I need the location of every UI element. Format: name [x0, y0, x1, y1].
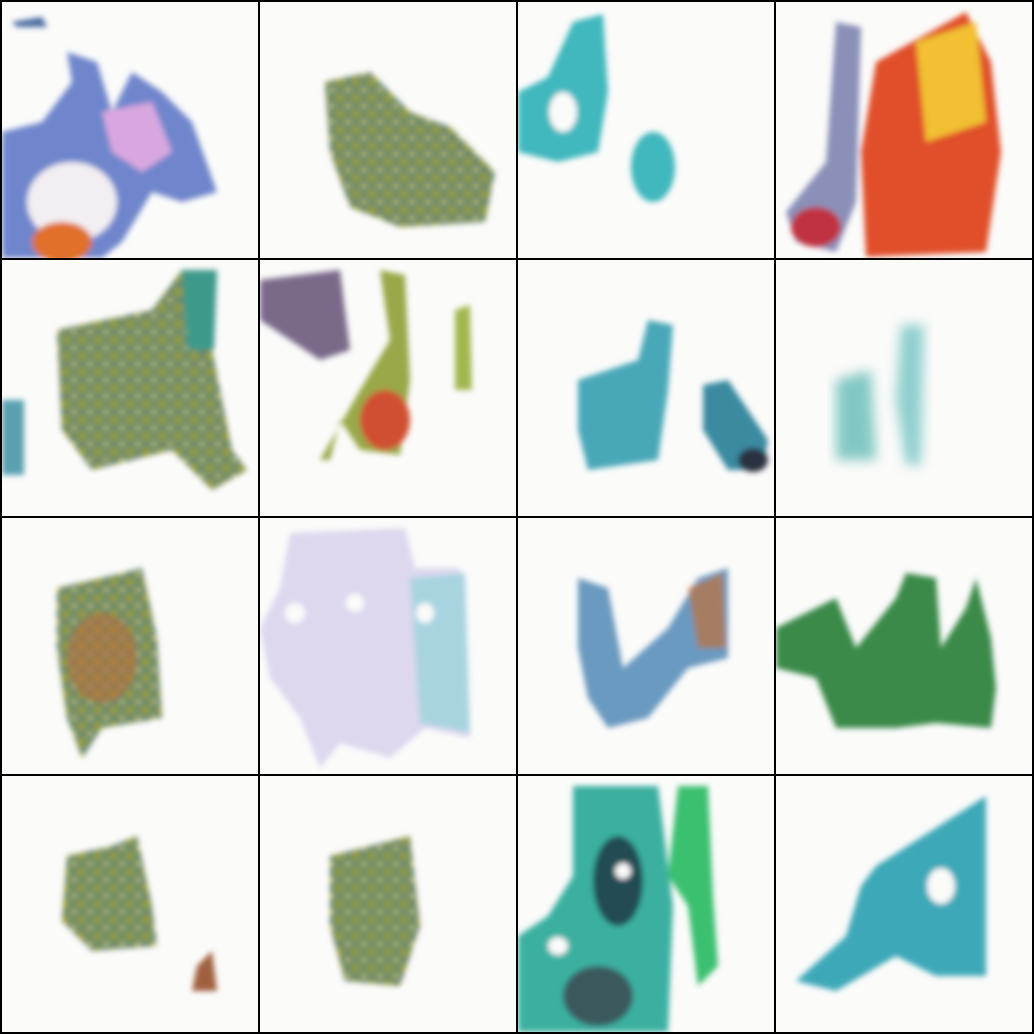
tile — [260, 518, 516, 774]
blob — [518, 786, 718, 1032]
blob — [776, 573, 996, 728]
blob — [62, 836, 217, 991]
blob — [796, 796, 986, 991]
tile — [776, 260, 1032, 516]
tile — [518, 776, 774, 1032]
tile — [518, 2, 774, 258]
blob — [330, 836, 420, 986]
blob — [578, 320, 768, 472]
tile — [260, 776, 516, 1032]
blob — [2, 17, 217, 258]
tile — [260, 260, 516, 516]
tile-bg — [518, 518, 774, 774]
tile — [518, 518, 774, 774]
tile — [776, 2, 1032, 258]
blob — [57, 568, 162, 758]
tile — [518, 260, 774, 516]
tile — [2, 260, 258, 516]
blob — [2, 270, 247, 490]
tile — [2, 2, 258, 258]
tile — [260, 2, 516, 258]
tile — [776, 518, 1032, 774]
tile — [2, 776, 258, 1032]
tile — [2, 518, 258, 774]
blob — [260, 270, 472, 460]
tile — [776, 776, 1032, 1032]
blob — [836, 325, 924, 465]
blob — [518, 14, 675, 202]
blob — [786, 12, 1001, 257]
blob — [260, 528, 470, 768]
blob — [325, 72, 495, 227]
blob — [578, 568, 728, 728]
